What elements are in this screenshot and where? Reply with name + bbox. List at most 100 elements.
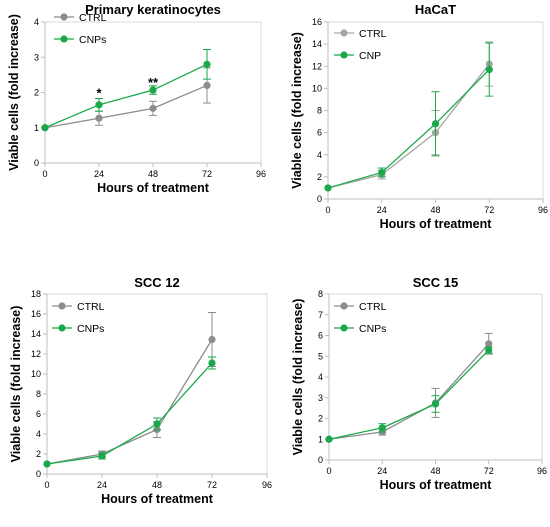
- panel-3-title: SCC 12: [134, 275, 180, 290]
- panel-1-x-tick-label: 48: [148, 169, 158, 179]
- panel-2-y-tick-label: 8: [317, 106, 322, 116]
- panel-2-x-axis-title: Hours of treatment: [380, 217, 493, 231]
- panel-3-y-tick-label: 12: [31, 349, 41, 359]
- panel-2-y-axis-title: Viable cells (fold increase): [290, 32, 304, 189]
- panel-3-y-tick-label: 18: [31, 289, 41, 299]
- panel-4-y-tick-label: 4: [318, 372, 323, 382]
- panel-3-y-tick-label: 14: [31, 329, 41, 339]
- panel-2-series-2-point: [324, 184, 332, 192]
- panel-1-significance-annotation: **: [148, 75, 159, 90]
- panel-2-x-tick-label: 0: [325, 205, 330, 215]
- panel-1-series-1-line: [44, 84, 208, 129]
- panel-1-series-2-point: [95, 101, 103, 109]
- panel-3-x-tick-label: 96: [262, 480, 272, 490]
- panel-4-series-2-line: [328, 349, 490, 440]
- panel-2-x-tick-label: 24: [377, 205, 387, 215]
- panel-2-y-tick-label: 12: [312, 61, 322, 71]
- panel-2-series-2-legend-marker: [340, 51, 348, 59]
- panel-2-title: HaCaT: [415, 2, 456, 17]
- panel-3-series-1-legend-label: CTRL: [77, 301, 105, 313]
- panel-4-y-tick-label: 0: [318, 455, 323, 465]
- panel-3-y-tick-label: 16: [31, 309, 41, 319]
- panel-2-series-2-point: [378, 168, 386, 177]
- panel-3-y-axis-title: Viable cells (fold increase): [9, 306, 23, 463]
- panel-2-series-1-legend-label: CTRL: [359, 28, 387, 40]
- panel-1-y-tick-label: 4: [34, 17, 39, 27]
- panel-2-y-tick-label: 16: [312, 17, 322, 27]
- panel-1-series-1-point: [203, 81, 211, 90]
- panel-1-y-tick-label: 1: [34, 123, 39, 133]
- panel-4-series-2-point: [485, 346, 493, 354]
- panel-4-series-1-legend-marker: [340, 302, 348, 310]
- panel-1-x-tick-label: 0: [42, 169, 47, 179]
- panel-3-x-tick-label: 0: [44, 480, 49, 490]
- panel-1-series-1-point: [149, 104, 157, 112]
- panel-1-title: Primary keratinocytes: [85, 2, 221, 17]
- panel-4-y-tick-label: 1: [318, 434, 323, 444]
- panel-3-series-2-point: [98, 452, 106, 460]
- panel-1-x-tick-label: 96: [256, 169, 266, 179]
- panel-3-series-2-point: [153, 420, 161, 428]
- panel-1-y-tick-label: 2: [34, 88, 39, 98]
- panel-1-series-2-point: [203, 60, 211, 68]
- panel-4-x-tick-label: 24: [377, 466, 387, 476]
- panel-1-series-1-legend-marker: [60, 13, 68, 21]
- panel-1-x-tick-label: 24: [94, 169, 104, 179]
- panel-1-y-tick-label: 0: [34, 158, 39, 168]
- panel-4-series-1-point: [485, 340, 493, 348]
- panel-2-series-2-point: [485, 65, 493, 74]
- panel-2-series-1-line: [327, 63, 490, 189]
- panel-3-y-tick-label: 8: [36, 389, 41, 399]
- panel-1-series-2-legend-marker: [60, 35, 68, 43]
- panel-4-title: SCC 15: [413, 275, 459, 290]
- panel-3-series-2-point: [208, 359, 216, 367]
- panel-4-x-axis-title: Hours of treatment: [380, 478, 493, 492]
- panel-4-x-tick-label: 0: [326, 466, 331, 476]
- panel-3-y-tick-label: 4: [36, 429, 41, 439]
- panel-3-x-tick-label: 24: [97, 480, 107, 490]
- panel-4-series-1-legend-label: CTRL: [359, 301, 387, 313]
- panel-4-y-tick-label: 7: [318, 310, 323, 320]
- panel-4-series-2-point: [378, 424, 386, 432]
- panel-4-series-1-line: [328, 343, 490, 440]
- panel-1-series-2-point: [149, 86, 157, 94]
- panel-1-series-2-point: [41, 124, 49, 132]
- panel-2-series-2-legend-label: CNP: [359, 50, 381, 62]
- panel-1-series-2-legend-label: CNPs: [79, 34, 106, 46]
- panel-3-y-tick-label: 6: [36, 409, 41, 419]
- panel-4-x-tick-label: 48: [430, 466, 440, 476]
- panel-4-series-2-point: [431, 400, 440, 408]
- panel-3-series-1-line: [46, 339, 213, 465]
- panel-3-series-2-point: [43, 460, 51, 468]
- panel-2-series-2-point: [431, 120, 440, 128]
- panel-1-y-axis-title: Viable cells (fold increase): [7, 14, 21, 171]
- panel-4-series-2-legend-marker: [340, 324, 348, 332]
- panel-3-x-tick-label: 48: [152, 480, 162, 490]
- panel-2-series-2-line: [327, 69, 490, 189]
- panel-4-y-tick-label: 6: [318, 331, 323, 341]
- panel-2-y-tick-label: 14: [312, 39, 322, 49]
- panel-4-x-tick-label: 72: [484, 466, 494, 476]
- panel-3-series-2-line: [46, 362, 213, 465]
- panel-1-series-2-line: [44, 63, 208, 129]
- panel-4-series-2-legend-label: CNPs: [359, 323, 386, 335]
- panel-3-y-tick-label: 10: [31, 369, 41, 379]
- panel-3-series-2-legend-marker: [58, 324, 66, 332]
- panel-2-y-tick-label: 10: [312, 83, 322, 93]
- panel-3-series-1-point: [208, 335, 216, 344]
- panel-3-plot-frame: [46, 293, 268, 475]
- panel-3-series-2-legend-label: CNPs: [77, 323, 104, 335]
- panel-1-significance-annotation: *: [96, 86, 102, 101]
- panel-2-y-tick-label: 2: [317, 172, 322, 182]
- panel-2-y-tick-label: 4: [317, 150, 322, 160]
- panel-4-x-tick-label: 96: [537, 466, 547, 476]
- panel-4-y-axis-title: Viable cells (fold increase): [291, 299, 305, 456]
- panel-4-y-tick-label: 3: [318, 393, 323, 403]
- panel-4-y-tick-label: 2: [318, 414, 323, 424]
- panel-1-x-axis-title: Hours of treatment: [97, 181, 210, 195]
- panel-4-series-2-point: [325, 435, 333, 443]
- panel-2-x-tick-label: 96: [538, 205, 548, 215]
- panel-2-y-tick-label: 6: [317, 128, 322, 138]
- panel-2-x-tick-label: 72: [484, 205, 494, 215]
